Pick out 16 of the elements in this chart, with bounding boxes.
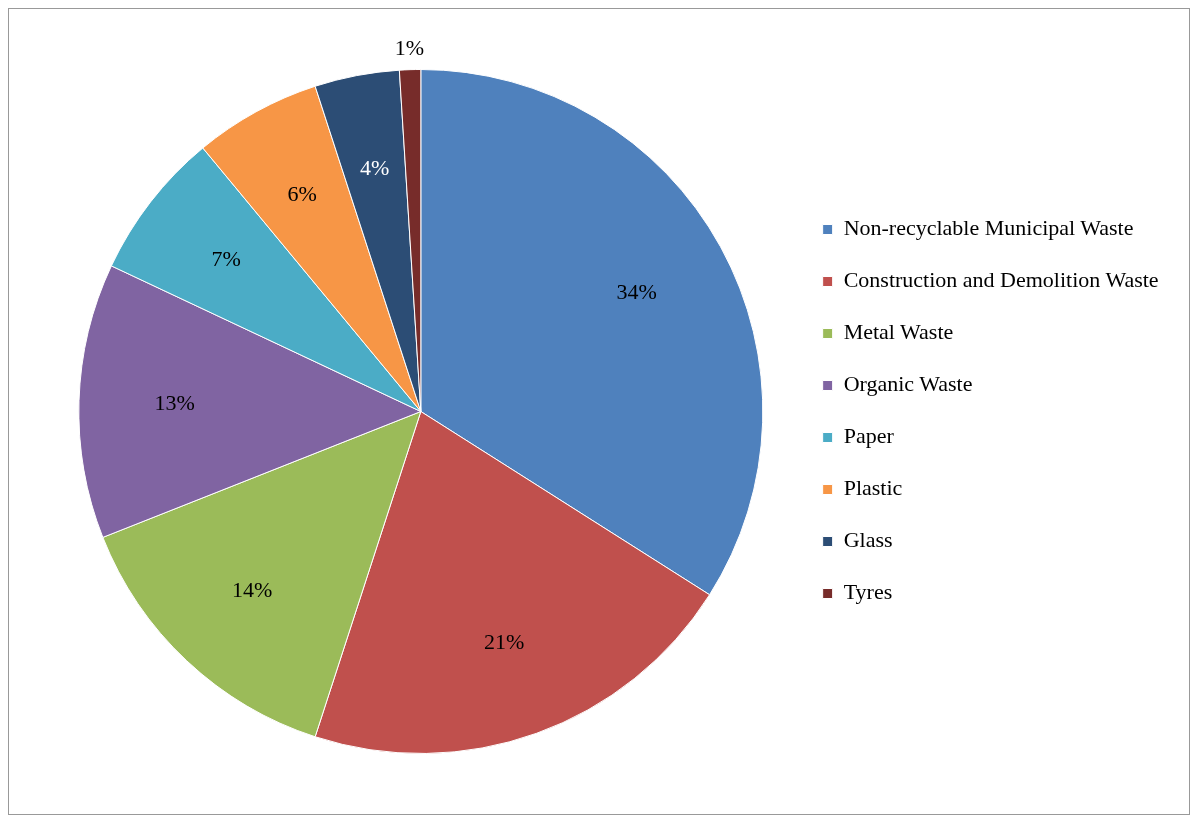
data-label: 21% bbox=[484, 628, 525, 654]
legend-label: Paper bbox=[843, 423, 895, 449]
data-label: 6% bbox=[287, 181, 317, 207]
legend-label: Non-recyclable Municipal Waste bbox=[843, 215, 1134, 241]
data-label: 34% bbox=[616, 278, 657, 304]
legend-label: Organic Waste bbox=[843, 371, 973, 397]
legend-label: Plastic bbox=[843, 475, 903, 501]
legend-label: Metal Waste bbox=[843, 319, 954, 345]
data-label: 14% bbox=[232, 576, 273, 602]
legend-label: Construction and Demolition Waste bbox=[843, 267, 1159, 293]
legend-label: Tyres bbox=[843, 579, 893, 605]
legend-label: Glass bbox=[843, 527, 893, 553]
data-label: 1% bbox=[394, 35, 425, 61]
data-label: 13% bbox=[154, 389, 195, 415]
data-label: 4% bbox=[360, 155, 390, 181]
data-label: 7% bbox=[211, 246, 241, 272]
